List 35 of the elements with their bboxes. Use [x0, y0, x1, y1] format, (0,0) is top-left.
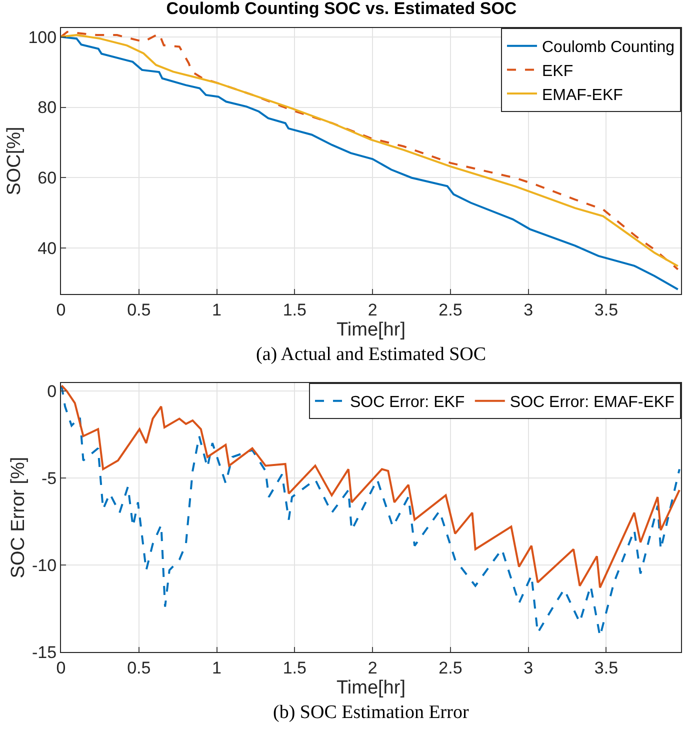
- y-tick-label: -15: [32, 642, 57, 662]
- x-tick-label: 1: [212, 300, 222, 320]
- legend-label: SOC Error: EMAF-EKF: [510, 394, 675, 412]
- x-axis-title: Time[hr]: [336, 677, 406, 698]
- x-tick-label: 0.5: [127, 300, 151, 320]
- x-tick-label: 2: [368, 658, 378, 678]
- y-tick-label: 80: [38, 98, 57, 118]
- text: (b) SOC Estimation Error: [273, 702, 470, 723]
- legend-label: Coulomb Counting: [542, 39, 675, 56]
- x-tick-label: 3: [524, 300, 534, 320]
- y-tick-label: 60: [38, 168, 57, 188]
- x-tick-label: 1: [212, 658, 222, 678]
- x-tick-label: 2.5: [438, 658, 462, 678]
- line-series: [61, 384, 680, 589]
- y-tick-label: -5: [41, 468, 57, 488]
- y-tick-label: 0: [47, 382, 57, 401]
- text: (a) Actual and Estimated SOC: [256, 344, 486, 365]
- y-tick-label: 100: [28, 28, 57, 47]
- x-tick-label: 2: [368, 300, 378, 320]
- y-axis-title: SOC Error [%]: [8, 456, 29, 578]
- x-tick-label: 0.5: [127, 658, 151, 678]
- legend-label: SOC Error: EKF: [350, 394, 465, 412]
- x-tick-label: 2.5: [438, 300, 462, 320]
- x-axis-title: Time[hr]: [336, 319, 406, 340]
- x-tick-label: 3: [524, 658, 534, 678]
- x-tick-label: 1.5: [282, 300, 306, 320]
- x-tick-label: 3.5: [594, 300, 618, 320]
- y-tick-label: 40: [38, 239, 57, 258]
- legend-label: EMAF-EKF: [542, 86, 624, 104]
- legend-label: EKF: [542, 62, 574, 80]
- chart-title: Coulomb Counting SOC vs. Estimated SOC: [166, 0, 517, 18]
- y-axis-title: SOC[%]: [4, 126, 26, 196]
- x-tick-label: 1.5: [282, 658, 306, 678]
- y-tick-label: -10: [32, 556, 57, 575]
- x-tick-label: 3.5: [594, 658, 618, 678]
